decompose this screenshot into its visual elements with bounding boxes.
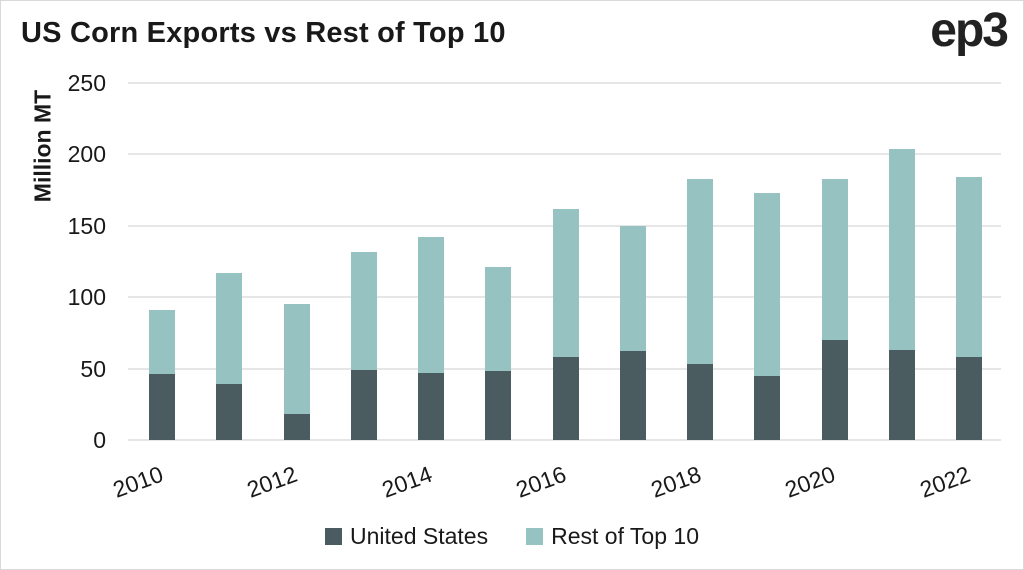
legend-item-rest-of-top-10: Rest of Top 10 [526,523,699,550]
legend-label: United States [350,522,489,549]
legend-item-united-states: United States [325,523,488,550]
bar-2012-united-states [283,414,310,440]
bar-2020-rest-of-top-10 [821,178,848,341]
legend: United States Rest of Top 10 [1,519,1023,553]
bar-2018-united-states [687,364,713,440]
bar-2022-united-states [956,357,982,440]
x-tick-label-2010: 2010 [109,460,167,503]
bar-2019-rest-of-top-10 [754,192,781,376]
bar-2020-united-states [821,340,848,440]
y-tick-label-50: 50 [80,355,106,382]
bar-2011-rest-of-top-10 [216,272,243,385]
bar-2012-rest-of-top-10 [283,304,310,415]
y-tick-label-0: 0 [93,427,106,453]
y-tick-label-200: 200 [67,141,106,168]
bar-2021-united-states [888,350,915,440]
y-tick-label-150: 150 [67,212,106,239]
x-tick-label-2022: 2022 [916,460,974,503]
bar-2013-united-states [350,370,377,440]
y-tick-label-100: 100 [67,284,106,311]
bar-2014-rest-of-top-10 [418,237,444,373]
legend-label: Rest of Top 10 [551,522,699,549]
x-tick-label-2020: 2020 [781,460,839,503]
bar-2019-united-states [754,375,781,440]
bar-2022-rest-of-top-10 [956,177,982,358]
bar-2013-rest-of-top-10 [350,251,377,371]
bar-2015-united-states [485,371,512,440]
bar-2018-rest-of-top-10 [687,178,713,365]
gridline-250 [128,82,1001,84]
bar-2010-rest-of-top-10 [149,310,175,375]
y-tick-label-250: 250 [67,70,106,96]
bar-2016-united-states [552,357,579,440]
bar-2011-united-states [216,384,243,440]
x-tick-label-2016: 2016 [512,460,570,503]
gridline-0 [128,439,1001,441]
gridline-200 [128,153,1001,156]
x-tick-label-2014: 2014 [378,460,436,503]
legend-swatch-united-states [325,527,342,545]
bar-2017-rest-of-top-10 [619,225,646,352]
bar-2017-united-states [619,351,646,440]
bar-2014-united-states [418,372,444,440]
bar-2015-rest-of-top-10 [485,267,512,372]
x-tick-label-2018: 2018 [647,460,705,503]
x-tick-label-2012: 2012 [243,460,301,503]
ep3-logo: ep3 [930,4,1009,57]
plot-area: 0 50 100 150 200 250 2010 2012 2014 2016 2018 2020 2… [68,70,1001,503]
chart-title: US Corn Exports vs Rest of Top 10 [21,17,506,49]
bar-2021-rest-of-top-10 [888,148,915,351]
bar-2016-rest-of-top-10 [552,208,579,358]
y-axis-label: Million MT [29,89,56,203]
legend-swatch-rest-of-top-10 [526,527,544,545]
bar-2010-united-states [149,374,175,440]
